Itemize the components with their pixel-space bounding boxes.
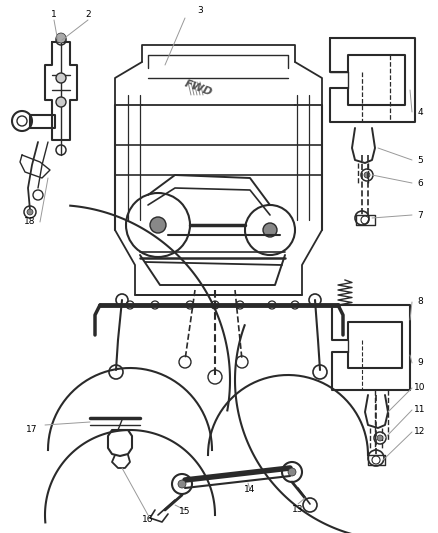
Text: 14: 14 — [244, 486, 255, 495]
Text: 1: 1 — [51, 10, 57, 19]
Text: 2: 2 — [85, 10, 91, 19]
Text: 18: 18 — [24, 217, 35, 227]
Circle shape — [363, 172, 369, 178]
Circle shape — [56, 73, 66, 83]
Text: FWD: FWD — [182, 78, 213, 98]
Text: 6: 6 — [416, 179, 422, 188]
Text: 8: 8 — [416, 297, 422, 306]
Text: 7: 7 — [416, 211, 422, 220]
Text: 11: 11 — [413, 406, 425, 415]
Text: 16: 16 — [142, 515, 153, 524]
Circle shape — [27, 209, 33, 215]
Circle shape — [150, 217, 166, 233]
Circle shape — [262, 223, 276, 237]
Text: 15: 15 — [179, 507, 191, 516]
Circle shape — [287, 468, 295, 476]
Text: 13: 13 — [292, 505, 303, 514]
Text: 4: 4 — [416, 108, 422, 117]
Text: 17: 17 — [26, 425, 38, 434]
Circle shape — [376, 435, 382, 441]
Text: 3: 3 — [197, 5, 202, 14]
Text: 5: 5 — [416, 156, 422, 165]
Text: 10: 10 — [413, 384, 425, 392]
Circle shape — [177, 480, 186, 488]
Circle shape — [56, 33, 66, 43]
Text: 12: 12 — [413, 427, 425, 437]
Circle shape — [56, 97, 66, 107]
Text: 9: 9 — [416, 359, 422, 367]
